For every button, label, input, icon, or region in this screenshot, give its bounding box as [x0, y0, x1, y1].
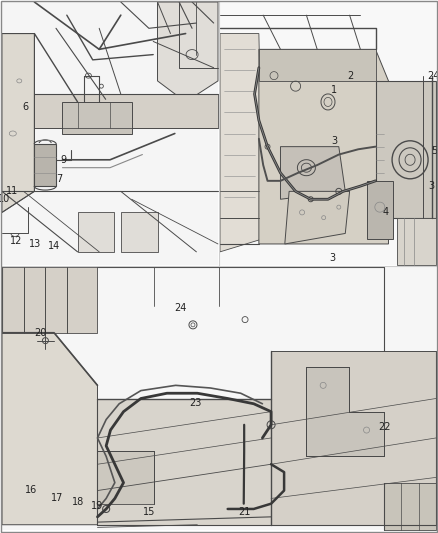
- Text: 3: 3: [429, 181, 435, 191]
- Polygon shape: [285, 191, 350, 244]
- Text: 23: 23: [189, 398, 202, 408]
- Text: 20: 20: [34, 328, 46, 338]
- Text: 21: 21: [238, 506, 251, 516]
- Polygon shape: [121, 212, 158, 252]
- Text: 6: 6: [23, 102, 29, 112]
- Polygon shape: [98, 399, 271, 525]
- Text: 14: 14: [48, 241, 60, 251]
- Polygon shape: [2, 34, 35, 212]
- Text: 4: 4: [382, 207, 389, 217]
- Text: 19: 19: [92, 502, 104, 511]
- Polygon shape: [158, 2, 218, 102]
- Text: 5: 5: [431, 146, 437, 156]
- Text: 2: 2: [348, 71, 354, 81]
- Text: 10: 10: [0, 194, 10, 204]
- Text: 24: 24: [174, 303, 186, 313]
- Polygon shape: [306, 367, 384, 456]
- Polygon shape: [271, 351, 436, 525]
- Text: 7: 7: [56, 174, 62, 184]
- Polygon shape: [375, 81, 436, 217]
- Text: 18: 18: [72, 497, 84, 507]
- Polygon shape: [259, 50, 375, 81]
- Polygon shape: [63, 102, 131, 133]
- Bar: [2, 267, 436, 530]
- Polygon shape: [397, 217, 436, 265]
- Text: 11: 11: [6, 187, 18, 196]
- Text: 3: 3: [329, 253, 336, 263]
- Polygon shape: [2, 267, 98, 333]
- Polygon shape: [35, 94, 218, 128]
- Polygon shape: [34, 144, 56, 186]
- Text: 9: 9: [60, 155, 67, 165]
- Text: 17: 17: [51, 493, 64, 503]
- Polygon shape: [384, 483, 436, 530]
- Text: 3: 3: [331, 136, 337, 146]
- Bar: [2, 2, 218, 265]
- Polygon shape: [98, 451, 154, 504]
- Polygon shape: [2, 333, 98, 525]
- Polygon shape: [220, 34, 263, 252]
- Bar: [220, 2, 436, 265]
- Text: 15: 15: [143, 506, 156, 516]
- Polygon shape: [367, 181, 393, 239]
- Text: 13: 13: [29, 239, 42, 249]
- Polygon shape: [280, 147, 345, 199]
- Polygon shape: [78, 212, 114, 252]
- Text: 12: 12: [10, 236, 22, 246]
- Polygon shape: [259, 50, 389, 244]
- Text: 16: 16: [25, 485, 38, 495]
- Text: 1: 1: [332, 85, 338, 95]
- Text: 24: 24: [427, 71, 438, 80]
- Text: 22: 22: [378, 423, 391, 432]
